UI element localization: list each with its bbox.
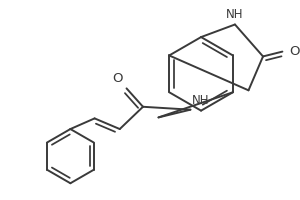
Text: O: O (112, 72, 123, 85)
Text: NH: NH (192, 94, 210, 107)
Text: NH: NH (226, 8, 244, 21)
Text: O: O (289, 45, 300, 58)
